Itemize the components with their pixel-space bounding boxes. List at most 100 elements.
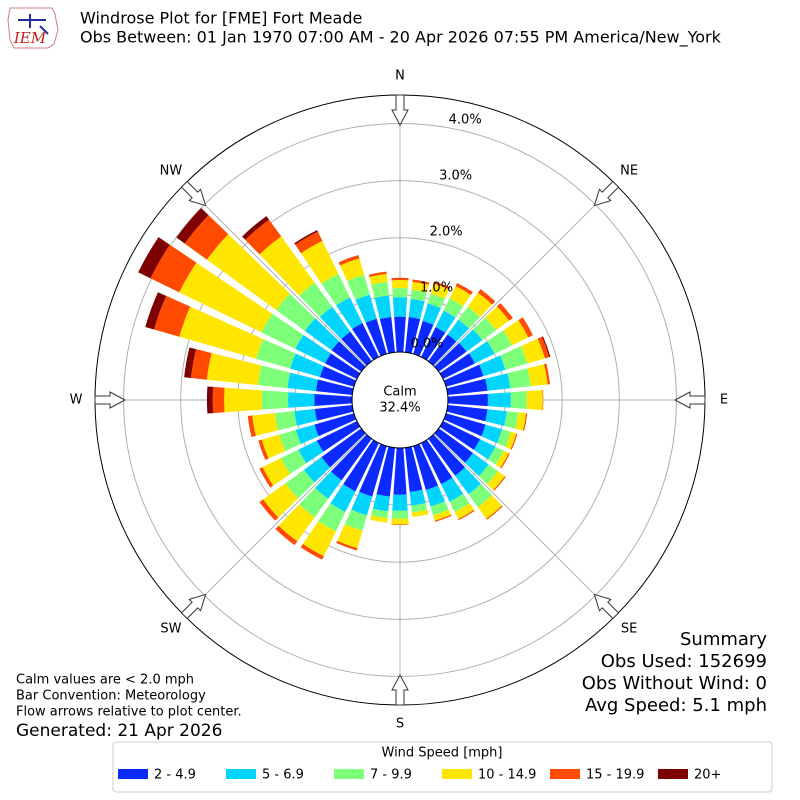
- bar-segment: [304, 318, 340, 351]
- bar-segment: [434, 342, 467, 372]
- bar-segment: [337, 524, 363, 549]
- bar-segment: [295, 231, 323, 254]
- bar-segment: [422, 303, 441, 325]
- spoke: [399, 399, 617, 617]
- legend-title: Wind Speed [mph]: [382, 746, 503, 761]
- bar-segment: [394, 316, 406, 353]
- bar-segment: [154, 295, 191, 337]
- bar-segment: [275, 411, 297, 431]
- bar-segment: [294, 408, 317, 426]
- arrow-shape: [180, 593, 207, 620]
- bar-segment: [376, 446, 395, 497]
- flow-arrow: [593, 593, 620, 620]
- bar-segment: [263, 483, 299, 518]
- bar-segment: [521, 338, 545, 364]
- bar-segment: [392, 288, 408, 298]
- bar-segment: [405, 317, 421, 354]
- bar-segment: [325, 353, 361, 379]
- bar-segment: [252, 413, 279, 436]
- note: Flow arrows relative to plot center.: [16, 705, 242, 720]
- bar-segment: [487, 330, 512, 354]
- bar-segment: [316, 421, 361, 452]
- bar-segment: [427, 293, 446, 309]
- bar-segment: [510, 433, 518, 450]
- bar-segment: [449, 493, 470, 512]
- legend-label: 20+: [694, 768, 721, 783]
- bar-segment: [455, 467, 481, 495]
- bar-segment: [321, 428, 366, 468]
- flow-arrow: [391, 94, 409, 127]
- bar-segment: [503, 320, 529, 346]
- bar-segment: [298, 440, 324, 464]
- flow-arrow: [94, 391, 127, 409]
- bar-segment: [430, 283, 450, 299]
- bar-segment: [485, 306, 510, 331]
- bar-segment: [319, 366, 357, 387]
- bar-segment: [408, 298, 425, 320]
- bar-segment: [459, 329, 483, 352]
- r-tick-label: 0.0%: [411, 336, 444, 351]
- bar-segment: [425, 485, 446, 507]
- bar-segment: [336, 540, 358, 551]
- r-tick-label: 3.0%: [439, 169, 472, 184]
- summary-line: Summary: [680, 629, 767, 650]
- bar-segment: [488, 446, 504, 465]
- bar-segment: [179, 262, 273, 333]
- bar-segment: [331, 341, 366, 372]
- bar-segment: [504, 411, 519, 429]
- bar-segment: [447, 319, 470, 342]
- bar-segment: [485, 409, 507, 426]
- bar-segment: [409, 489, 426, 506]
- bar-segment: [365, 318, 387, 357]
- chart-title: Windrose Plot for [FME] Fort Meade: [80, 9, 362, 28]
- bar-segment: [318, 503, 346, 532]
- bar-segment: [515, 412, 527, 431]
- bar-segment: [351, 491, 373, 516]
- bar-segment: [485, 373, 511, 391]
- bar-segment: [542, 389, 544, 411]
- legend-box: [112, 741, 773, 793]
- flow-arrow: [391, 673, 409, 706]
- bar-segment: [391, 510, 409, 519]
- bar-segment: [294, 230, 318, 245]
- bar-segment: [321, 273, 350, 306]
- bar-segment: [411, 281, 429, 293]
- bar-segment: [299, 282, 333, 317]
- summary-line: Avg Speed: 5.1 mph: [585, 695, 767, 716]
- bar-segment: [374, 295, 392, 320]
- bar-segment: [315, 379, 354, 395]
- bar-segment: [370, 515, 388, 523]
- legend-label: 2 - 4.9: [154, 768, 196, 783]
- bar-segment: [439, 421, 481, 450]
- bar-segment: [206, 386, 214, 414]
- flow-arrow: [593, 180, 620, 207]
- direction-label: SW: [160, 622, 181, 637]
- bar-segment: [258, 439, 269, 460]
- bar-segment: [433, 509, 452, 521]
- bar-segment: [295, 424, 319, 445]
- bar-segment: [477, 495, 502, 519]
- bar-segment: [527, 364, 548, 387]
- bar-segment: [430, 501, 449, 516]
- bar-segment: [355, 294, 377, 323]
- spoke: [183, 399, 401, 617]
- bar-segment: [526, 390, 543, 410]
- bar-segment: [392, 494, 408, 511]
- bar-segment: [410, 289, 427, 302]
- bar-segment: [352, 322, 379, 361]
- bar-segment: [299, 487, 329, 518]
- note: Bar Convention: Meteorology: [16, 689, 206, 704]
- bar-segment: [340, 258, 365, 282]
- bar-segment: [421, 439, 453, 485]
- bar-segment: [314, 413, 357, 437]
- bar-segment: [347, 274, 370, 300]
- bar-segment: [428, 334, 457, 366]
- bar-segment: [505, 431, 517, 450]
- bar-segment: [330, 434, 372, 481]
- bar-segment: [449, 286, 471, 307]
- legend-label: 5 - 6.9: [262, 768, 304, 783]
- bar-segment: [145, 292, 167, 330]
- bar-segment: [261, 313, 304, 349]
- bar-segment: [443, 413, 486, 437]
- logo-mark: [18, 14, 49, 35]
